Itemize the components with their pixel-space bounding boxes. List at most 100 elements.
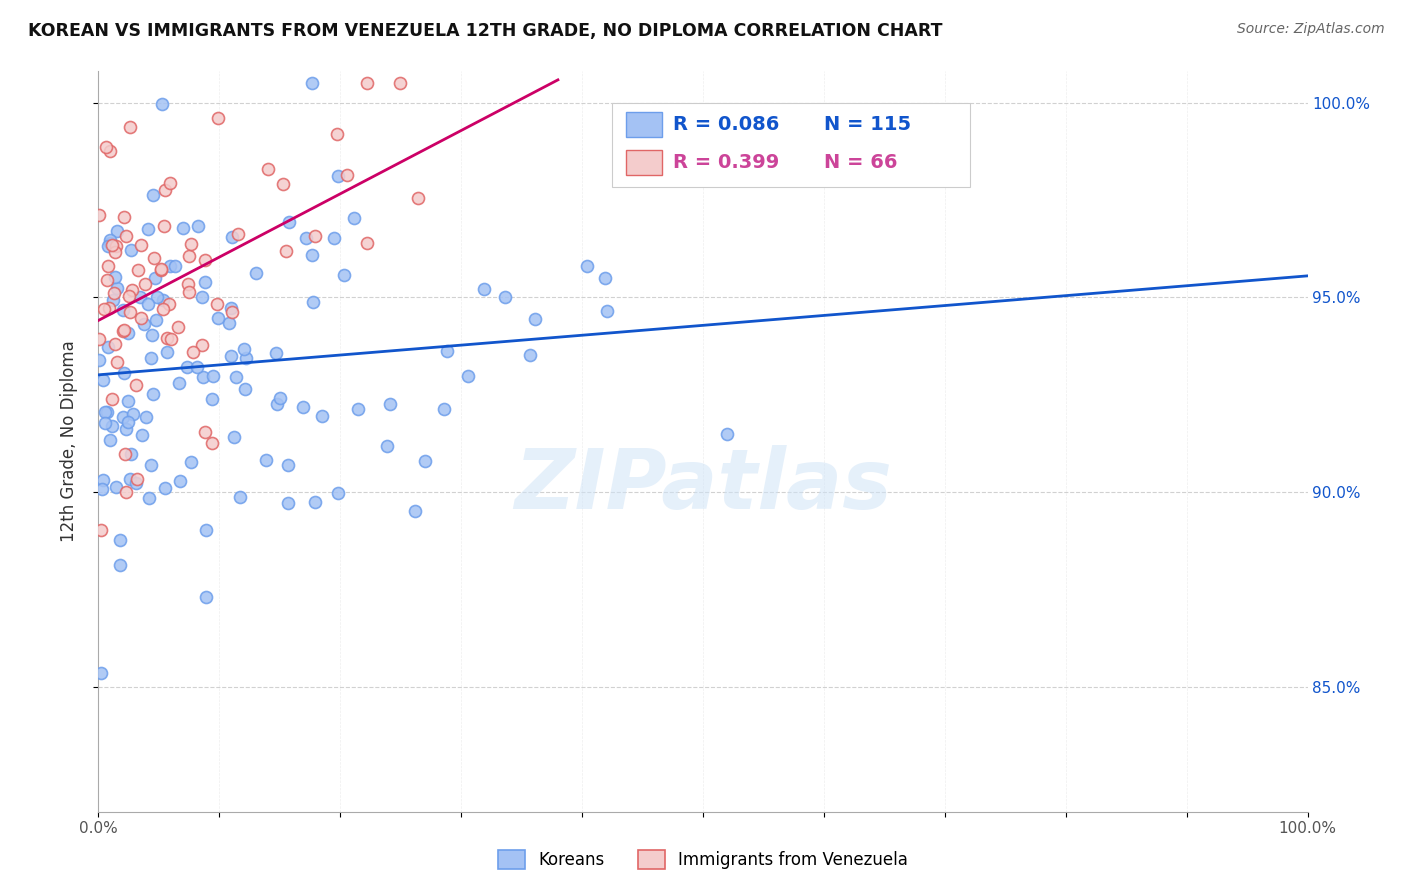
Point (166, 320, 188, 334)
Point (145, 290, 167, 304)
Point (121, 283, 143, 297)
Point (356, 76, 378, 90)
Point (176, 277, 198, 292)
Point (112, 409, 135, 424)
Point (436, 344, 458, 359)
Point (332, 268, 354, 282)
Point (266, 346, 288, 360)
Point (97, 259, 120, 273)
Point (274, 244, 297, 259)
Point (110, 533, 132, 547)
Point (96, 273, 118, 287)
Point (343, 211, 366, 226)
Point (519, 348, 541, 362)
Point (291, 401, 314, 415)
Point (716, 426, 738, 441)
Point (152, 302, 174, 317)
Point (122, 407, 145, 421)
Point (596, 303, 619, 318)
Point (472, 282, 495, 296)
Point (125, 475, 148, 490)
Point (304, 229, 326, 244)
Point (98, 233, 121, 247)
Point (207, 112, 229, 126)
Point (524, 312, 547, 326)
Point (235, 351, 257, 366)
Point (593, 270, 616, 285)
Point (219, 301, 242, 315)
Text: R = 0.399: R = 0.399 (673, 153, 780, 172)
Point (112, 302, 135, 317)
Point (233, 342, 256, 356)
Point (120, 447, 142, 461)
Point (138, 221, 160, 235)
Point (131, 238, 153, 252)
Point (94, 405, 117, 419)
Point (112, 366, 135, 380)
Point (152, 293, 174, 308)
Point (136, 297, 159, 311)
Point (433, 402, 456, 417)
Point (302, 295, 325, 310)
Point (115, 228, 138, 243)
Point (115, 485, 138, 500)
Text: N = 115: N = 115 (824, 115, 911, 135)
Point (152, 97, 174, 112)
Point (105, 480, 128, 494)
Point (326, 169, 349, 183)
Point (110, 558, 132, 573)
Point (118, 120, 141, 134)
Point (277, 496, 299, 510)
Point (179, 285, 201, 299)
Point (172, 221, 194, 235)
Y-axis label: 12th Grade, No Diploma: 12th Grade, No Diploma (59, 341, 77, 542)
Point (129, 290, 152, 304)
Point (131, 428, 153, 442)
Point (150, 263, 173, 277)
Point (277, 458, 299, 473)
Point (165, 259, 187, 273)
Point (194, 275, 217, 289)
Point (114, 447, 136, 461)
Point (134, 317, 156, 331)
Point (194, 425, 217, 440)
Point (143, 251, 166, 265)
Point (271, 177, 294, 191)
Point (139, 458, 162, 473)
Point (114, 323, 136, 337)
Point (141, 327, 163, 342)
Point (201, 392, 224, 406)
Point (91, 373, 114, 387)
Point (94, 139, 117, 153)
Point (219, 349, 242, 363)
Point (233, 382, 256, 396)
Point (125, 378, 148, 392)
Point (304, 495, 326, 509)
Point (181, 345, 204, 359)
Point (221, 229, 243, 244)
Point (120, 243, 142, 257)
Point (202, 368, 225, 383)
Point (142, 387, 165, 401)
Point (406, 191, 429, 205)
Point (94, 416, 117, 430)
Point (98, 235, 121, 250)
Point (142, 188, 165, 202)
Point (118, 289, 141, 303)
Point (295, 231, 318, 245)
Point (138, 491, 160, 505)
Point (177, 249, 200, 263)
Point (245, 266, 267, 280)
Point (356, 236, 378, 251)
Point (117, 393, 139, 408)
Point (322, 231, 344, 245)
Point (104, 244, 127, 259)
Point (105, 355, 128, 369)
Point (139, 351, 162, 365)
Point (114, 422, 136, 436)
Point (96, 405, 118, 419)
Point (105, 224, 128, 238)
Point (87, 209, 110, 223)
Point (160, 333, 183, 347)
Point (104, 270, 127, 285)
